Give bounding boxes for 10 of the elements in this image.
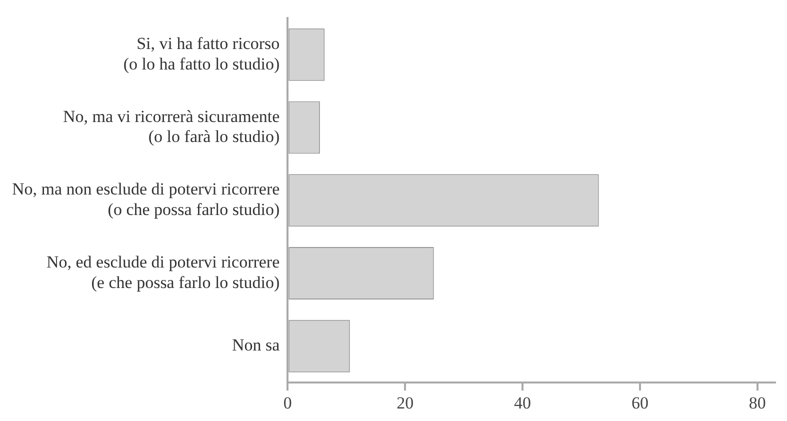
y-tick-label: Non sa	[232, 336, 280, 355]
x-tick-label: 40	[514, 393, 532, 412]
x-tick-label: 20	[396, 393, 414, 412]
x-tick-label: 80	[748, 393, 766, 412]
y-tick-label: No, ma non esclude di potervi ricorrere (o che possa farlo studio)	[12, 180, 280, 220]
y-tick-label: Si, vi ha fatto ricorso (o lo ha fatto lo studio)	[123, 34, 280, 74]
x-tick-label: 60	[631, 393, 648, 412]
x-tick-label: 0	[283, 393, 292, 412]
y-tick-label: No, ed esclude di potervi ricorrere (e che possa farlo lo studio)	[46, 252, 280, 292]
y-tick-label: No, ma vi ricorrerà sicuramente (o lo farà lo studio)	[62, 106, 280, 146]
